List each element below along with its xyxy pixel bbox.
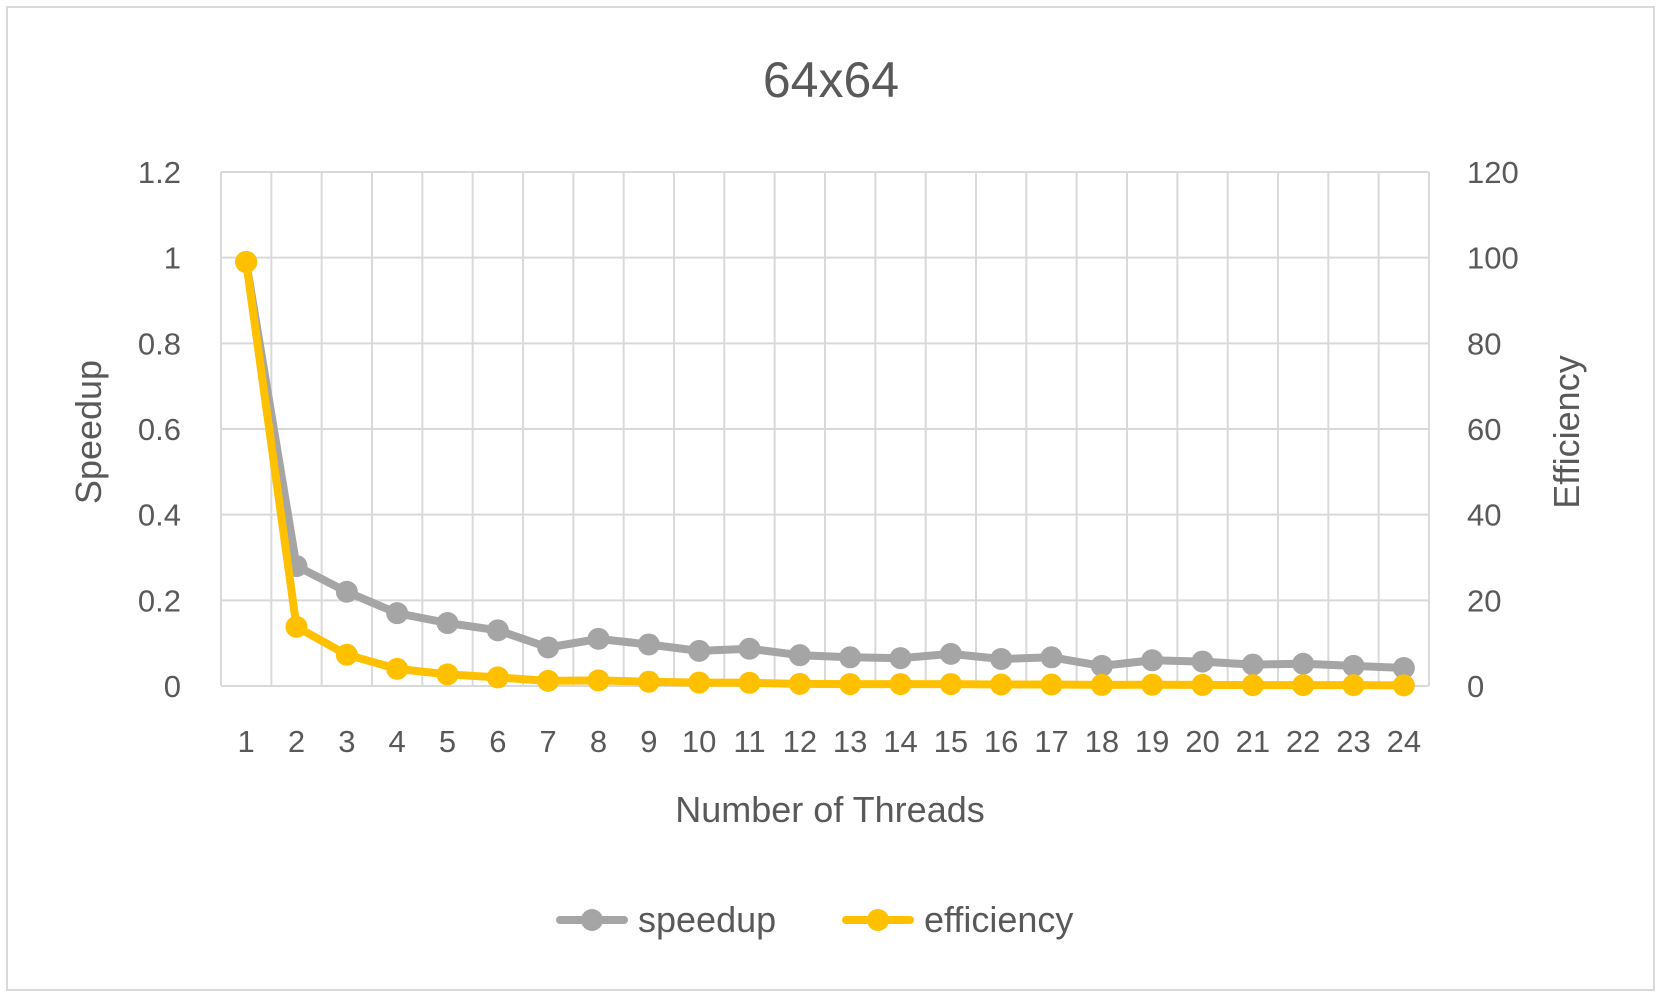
- data-point-speedup: [1342, 654, 1365, 677]
- data-point-speedup: [839, 646, 862, 669]
- x-tick-label: 11: [733, 724, 765, 759]
- data-point-efficiency: [889, 673, 912, 696]
- series-layer: [235, 250, 1415, 697]
- series-efficiency: [235, 250, 1415, 697]
- x-tick-label: 18: [1085, 724, 1119, 759]
- data-point-speedup: [1090, 654, 1113, 677]
- y-tick-label: 0.8: [138, 326, 181, 361]
- data-point-efficiency: [1241, 674, 1264, 697]
- x-tick-label: 13: [833, 724, 867, 759]
- data-point-efficiency: [1040, 673, 1063, 696]
- y2-tick-label: 40: [1467, 498, 1501, 533]
- data-point-efficiency: [1191, 673, 1214, 696]
- x-tick-label: 1: [238, 724, 255, 759]
- data-point-efficiency: [939, 673, 962, 696]
- data-point-efficiency: [436, 663, 459, 686]
- data-point-efficiency: [1292, 674, 1315, 697]
- y-tick-label: 0.2: [138, 583, 181, 618]
- legend-swatch-marker: [581, 909, 603, 931]
- data-point-efficiency: [788, 672, 811, 695]
- y-tick-label: 1: [164, 241, 181, 276]
- data-point-efficiency: [386, 657, 409, 680]
- y2-tick-label: 60: [1467, 412, 1501, 447]
- x-tick-label: 23: [1336, 724, 1370, 759]
- x-tick-label: 6: [489, 724, 506, 759]
- data-point-efficiency: [1392, 674, 1415, 697]
- data-point-speedup: [1191, 650, 1214, 673]
- data-point-speedup: [1292, 652, 1315, 675]
- data-point-speedup: [1040, 646, 1063, 669]
- data-point-speedup: [990, 648, 1013, 671]
- y2-tick-label: 20: [1467, 583, 1501, 618]
- x-tick-label: 8: [590, 724, 607, 759]
- y-axis-title: Speedup: [68, 360, 109, 504]
- data-point-speedup: [1392, 657, 1415, 680]
- y2-tick-label: 80: [1467, 326, 1501, 361]
- data-point-efficiency: [637, 670, 660, 693]
- x-tick-label: 15: [934, 724, 968, 759]
- data-point-speedup: [335, 580, 358, 603]
- x-tick-label: 7: [540, 724, 557, 759]
- x-tick-label: 19: [1135, 724, 1169, 759]
- data-point-speedup: [486, 619, 509, 642]
- y-tick-label: 1.2: [138, 155, 181, 190]
- x-tick-label: 3: [338, 724, 355, 759]
- data-point-speedup: [436, 612, 459, 635]
- x-tick-label: 12: [783, 724, 817, 759]
- data-point-speedup: [537, 636, 560, 659]
- y-tick-label: 0: [164, 669, 181, 704]
- data-point-efficiency: [1090, 673, 1113, 696]
- data-point-efficiency: [1342, 674, 1365, 697]
- data-point-speedup: [738, 637, 761, 660]
- data-point-efficiency: [587, 669, 610, 692]
- data-point-efficiency: [537, 669, 560, 692]
- data-point-efficiency: [486, 666, 509, 689]
- data-point-speedup: [1241, 653, 1264, 676]
- x-tick-label: 20: [1185, 724, 1219, 759]
- x-tick-label: 9: [640, 724, 657, 759]
- series-speedup: [235, 250, 1415, 680]
- x-axis-title: Number of Threads: [675, 789, 984, 830]
- legend-label: speedup: [638, 899, 776, 940]
- chart-title: 64x64: [763, 52, 899, 108]
- data-point-efficiency: [285, 615, 308, 638]
- data-point-speedup: [386, 602, 409, 625]
- data-point-efficiency: [335, 643, 358, 666]
- y2-tick-label: 120: [1467, 155, 1519, 190]
- x-tick-label: 16: [984, 724, 1018, 759]
- data-point-efficiency: [1141, 673, 1164, 696]
- x-tick-label: 17: [1034, 724, 1068, 759]
- data-point-efficiency: [990, 673, 1013, 696]
- data-point-speedup: [1141, 649, 1164, 672]
- y-tick-label: 0.4: [138, 498, 181, 533]
- data-point-efficiency: [738, 671, 761, 694]
- data-point-speedup: [688, 639, 711, 662]
- y-tick-label: 0.6: [138, 412, 181, 447]
- x-tick-label: 21: [1236, 724, 1270, 759]
- data-point-efficiency: [235, 250, 258, 273]
- y2-tick-label: 100: [1467, 241, 1519, 276]
- data-point-efficiency: [688, 671, 711, 694]
- legend-swatch-marker: [867, 909, 889, 931]
- data-point-speedup: [889, 647, 912, 670]
- data-point-efficiency: [839, 673, 862, 696]
- legend: speedup efficiency: [556, 899, 1073, 940]
- x-tick-label: 24: [1387, 724, 1421, 759]
- y2-axis-title: Efficiency: [1546, 355, 1587, 508]
- data-point-speedup: [939, 642, 962, 665]
- x-tick-label: 4: [389, 724, 406, 759]
- y2-tick-label: 0: [1467, 669, 1484, 704]
- x-tick-label: 5: [439, 724, 456, 759]
- legend-label: efficiency: [924, 899, 1073, 940]
- data-point-speedup: [587, 627, 610, 650]
- x-tick-label: 22: [1286, 724, 1320, 759]
- x-tick-label: 14: [883, 724, 917, 759]
- x-tick-label: 10: [682, 724, 716, 759]
- data-point-speedup: [637, 633, 660, 656]
- data-point-speedup: [788, 644, 811, 667]
- x-tick-label: 2: [288, 724, 305, 759]
